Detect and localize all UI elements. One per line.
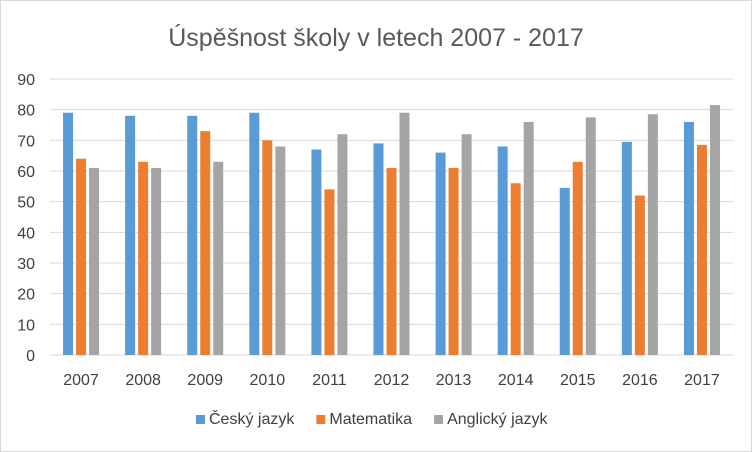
bar-2014-0 [497,146,508,355]
y-axis-ticks: 0 10 20 30 40 50 60 70 80 90 [17,72,35,365]
bar-2016-1 [634,195,645,355]
x-tick-label: 2017 [684,372,720,389]
bar-2014-2 [523,121,534,355]
bar-2009-0 [187,115,198,355]
y-tick-label: 70 [17,133,35,150]
x-tick-label: 2007 [63,372,99,389]
bar-2012-0 [373,143,384,355]
bar-2011-0 [311,149,322,355]
bar-2014-1 [510,183,521,355]
bar-2017-2 [709,105,720,355]
bar-2016-2 [647,114,658,356]
bar-2010-1 [262,140,273,355]
x-tick-label: 2014 [498,372,534,389]
x-tick-label: 2008 [125,372,161,389]
bar-2012-1 [386,167,397,355]
bar-2015-2 [585,117,596,355]
bar-2009-1 [200,131,211,355]
legend-label: Anglický jazyk [447,411,548,428]
bar-2013-1 [448,167,459,355]
bar-2012-2 [399,112,410,355]
gridlines [50,78,733,356]
x-tick-label: 2010 [250,372,286,389]
bar-2009-2 [213,161,224,355]
bar-2010-0 [249,112,260,355]
legend-label: Český jazyk [209,409,295,428]
x-tick-label: 2015 [560,372,596,389]
bar-2008-2 [151,167,162,355]
y-tick-label: 40 [17,225,35,242]
x-tick-label: 2011 [312,372,347,389]
bar-2015-0 [559,187,570,355]
bars [63,105,720,356]
bar-2007-2 [89,167,100,355]
x-tick-label: 2009 [187,372,223,389]
legend-swatch [196,415,205,424]
bar-2007-1 [76,158,87,355]
chart-title: Úspěšnost školy v letech 2007 - 2017 [168,23,584,52]
legend-swatch [316,415,326,424]
legend-label: Matematika [329,411,412,428]
bar-2015-1 [572,161,583,355]
x-tick-label: 2013 [436,372,472,389]
y-tick-label: 30 [17,256,35,273]
bar-2013-2 [461,134,472,355]
y-tick-label: 60 [17,164,35,181]
bar-2008-0 [125,115,136,355]
y-tick-label: 80 [17,103,35,120]
x-axis-ticks: 2007 2008 2009 2010 2011 2012 2013 2014 2015 2016… [63,372,720,389]
legend: Český jazyk Matematika Anglický jazyk [196,409,549,428]
x-tick-label: 2012 [374,372,410,389]
y-tick-label: 50 [17,195,35,212]
bar-2011-1 [324,189,335,355]
bar-2010-2 [275,146,286,355]
bar-2013-0 [435,152,446,355]
bar-2017-1 [696,144,707,355]
bar-2007-0 [63,112,74,355]
y-tick-label: 20 [17,287,35,304]
bar-2011-2 [337,134,348,355]
y-tick-label: 90 [17,72,35,89]
legend-swatch [434,415,444,424]
bar-2016-0 [621,141,632,355]
x-tick-label: 2016 [622,372,658,389]
bar-2008-1 [138,161,149,355]
bar-2017-0 [683,121,694,355]
y-tick-label: 0 [26,348,35,365]
y-tick-label: 10 [17,317,35,334]
